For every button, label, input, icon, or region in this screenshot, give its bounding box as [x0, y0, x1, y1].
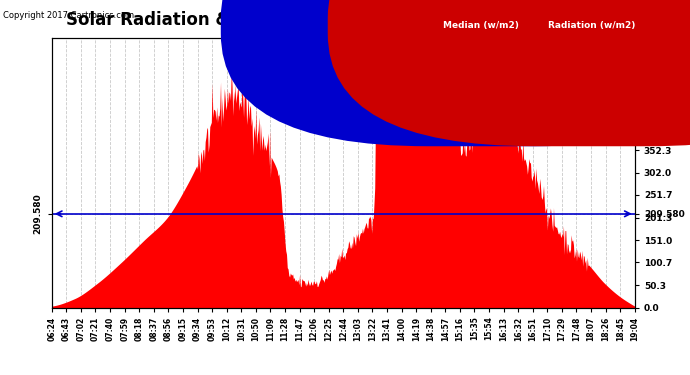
Text: Solar Radiation & Day Average per Minute Mon Sep 4 19:20: Solar Radiation & Day Average per Minute… [66, 11, 624, 29]
Text: Copyright 2017 Cartronics.com: Copyright 2017 Cartronics.com [3, 11, 135, 20]
Text: Median (w/m2): Median (w/m2) [443, 21, 519, 30]
Text: Radiation (w/m2): Radiation (w/m2) [548, 21, 635, 30]
